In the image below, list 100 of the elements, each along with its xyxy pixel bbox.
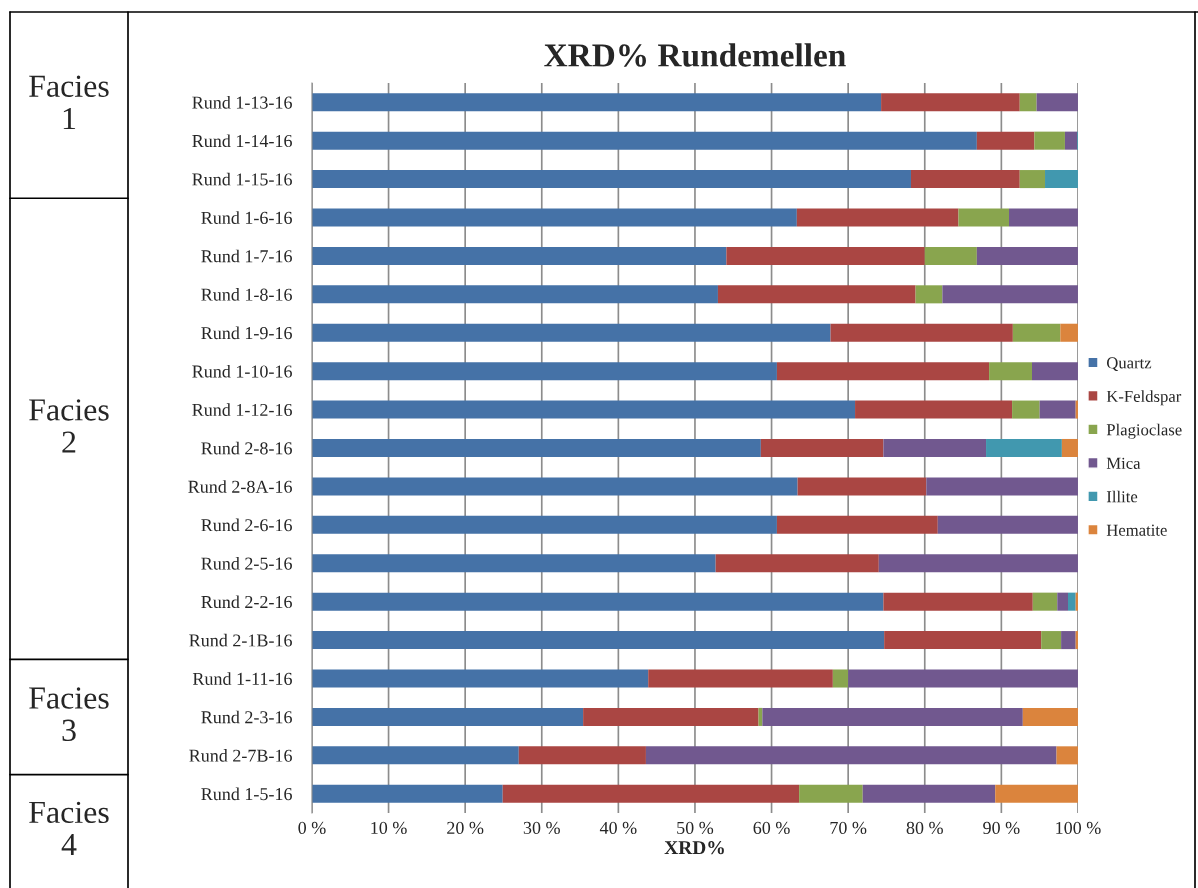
bar bbox=[1045, 170, 1078, 189]
bar bbox=[311, 669, 649, 688]
bar bbox=[1039, 400, 1076, 419]
legend-label: Quartz bbox=[1106, 357, 1152, 372]
legend-label: Hematite bbox=[1106, 524, 1167, 536]
y-tick-label: Rund 2-8A-16 bbox=[188, 480, 292, 493]
y-tick-label: Rund 1-8-16 bbox=[201, 288, 292, 301]
bar bbox=[311, 784, 503, 803]
x-tick-label: 90 % bbox=[983, 821, 1020, 835]
bar bbox=[862, 784, 996, 803]
bar bbox=[1061, 631, 1076, 650]
bar bbox=[311, 246, 727, 265]
bar bbox=[311, 170, 911, 189]
bar bbox=[1009, 208, 1078, 227]
bar bbox=[942, 285, 1078, 304]
bar bbox=[776, 515, 938, 534]
bar bbox=[884, 631, 1042, 650]
bar bbox=[311, 208, 797, 227]
bar bbox=[830, 323, 1013, 342]
y-tick-label: Rund 1-13-16 bbox=[192, 95, 292, 109]
bar bbox=[645, 746, 1057, 765]
bar bbox=[924, 246, 977, 265]
bar bbox=[717, 285, 916, 304]
x-tick-label: 50 % bbox=[677, 821, 714, 835]
bar bbox=[915, 285, 943, 304]
bar bbox=[311, 592, 884, 611]
bar bbox=[760, 438, 884, 458]
bar bbox=[1032, 592, 1058, 611]
bar bbox=[1012, 323, 1061, 342]
x-tick-label: 100 % bbox=[1056, 821, 1101, 835]
y-tick-label: Rund 2-5-16 bbox=[201, 556, 292, 570]
bar bbox=[726, 246, 925, 265]
bar bbox=[1012, 400, 1040, 419]
y-tick-label: Rund 2-6-16 bbox=[201, 518, 292, 532]
bar bbox=[995, 784, 1078, 803]
bar bbox=[311, 438, 761, 458]
bar bbox=[311, 477, 798, 496]
bar bbox=[311, 93, 882, 112]
bar bbox=[311, 362, 777, 381]
bar bbox=[1061, 438, 1078, 458]
x-tick-label: 20 % bbox=[447, 821, 484, 835]
x-tick-label: 10 % bbox=[371, 821, 407, 835]
y-tick-label: Rund 2-7B-16 bbox=[189, 749, 292, 762]
text: Facies 2 bbox=[29, 399, 109, 453]
bar bbox=[762, 707, 1023, 726]
bar bbox=[796, 208, 959, 227]
bar bbox=[937, 515, 1078, 534]
bar bbox=[311, 515, 777, 534]
y-tick-label: Rund 1-11-16 bbox=[192, 672, 292, 685]
bar bbox=[989, 362, 1032, 381]
bar bbox=[881, 93, 1020, 112]
text: Facies 4 bbox=[29, 801, 109, 856]
bar bbox=[986, 438, 1062, 458]
x-tick-label: 80 % bbox=[906, 821, 943, 835]
x-tick-label: 40 % bbox=[599, 821, 637, 835]
bar bbox=[776, 362, 990, 381]
bar bbox=[1068, 592, 1076, 611]
bar bbox=[311, 631, 885, 650]
bar bbox=[1019, 93, 1037, 112]
x-tick-label: 30 % bbox=[523, 821, 560, 835]
bar bbox=[311, 400, 856, 419]
bar bbox=[976, 246, 1078, 265]
chart-title: XRD% Rundemellen bbox=[544, 43, 846, 67]
y-tick-label: Rund 2-1B-16 bbox=[189, 633, 292, 647]
y-tick-label: Rund 1-15-16 bbox=[192, 172, 292, 186]
bar bbox=[883, 592, 1033, 611]
legend-label: K-Feldspar bbox=[1106, 390, 1182, 406]
bar bbox=[799, 784, 863, 803]
bar bbox=[1064, 131, 1078, 150]
bar bbox=[832, 669, 849, 688]
bar bbox=[311, 746, 519, 765]
bar bbox=[878, 554, 1078, 573]
bar bbox=[797, 477, 927, 496]
y-tick-label: Rund 1-9-16 bbox=[201, 326, 292, 340]
bar bbox=[311, 131, 977, 150]
bar bbox=[1034, 131, 1065, 150]
bar bbox=[1041, 631, 1062, 650]
bar bbox=[1060, 323, 1078, 342]
bar bbox=[1036, 93, 1078, 112]
bar bbox=[583, 707, 759, 726]
bar bbox=[1032, 362, 1078, 381]
bar bbox=[855, 400, 1013, 419]
bar bbox=[1057, 592, 1068, 611]
y-tick-label: Rund 1-5-16 bbox=[201, 787, 292, 801]
y-tick-label: Rund 1-6-16 bbox=[201, 211, 292, 224]
bar bbox=[1022, 707, 1078, 726]
bar bbox=[976, 131, 1035, 150]
x-tick-label: 70 % bbox=[830, 821, 867, 835]
y-tick-label: Rund 1-14-16 bbox=[192, 134, 292, 148]
y-tick-label: Rund 2-3-16 bbox=[201, 710, 292, 724]
bar bbox=[715, 554, 879, 573]
x-tick-label: 0 % bbox=[298, 821, 326, 835]
bar bbox=[910, 170, 1020, 189]
legend-label: Plagioclase bbox=[1106, 423, 1182, 439]
bar bbox=[311, 554, 716, 573]
x-tick-label: 60 % bbox=[753, 821, 790, 835]
bar bbox=[648, 669, 833, 688]
y-tick-label: Rund 1-7-16 bbox=[201, 249, 292, 263]
bar bbox=[883, 438, 987, 458]
y-tick-label: Rund 2-8-16 bbox=[201, 441, 292, 455]
